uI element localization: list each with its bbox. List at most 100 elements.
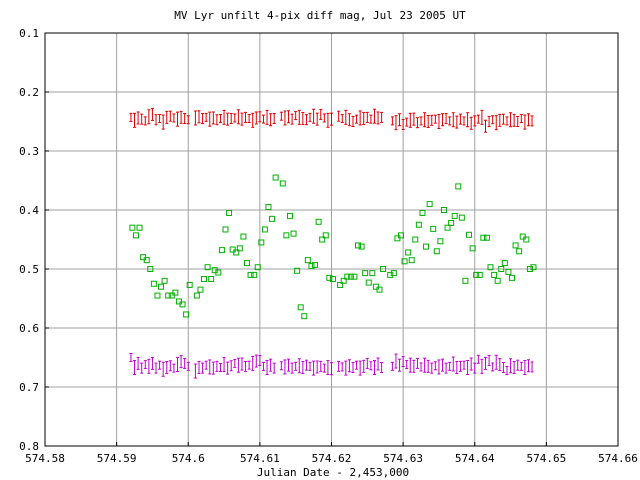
data-point [215, 114, 219, 126]
data-point [355, 242, 362, 249]
data-point [319, 360, 323, 372]
data-point [251, 271, 258, 278]
data-point [491, 271, 498, 278]
data-point [469, 357, 473, 371]
data-point [240, 357, 244, 371]
data-point [351, 273, 358, 280]
data-point [183, 113, 187, 125]
data-point [322, 232, 329, 239]
data-point [372, 360, 376, 376]
data-point [412, 236, 419, 243]
data-point [476, 271, 483, 278]
data-point [312, 261, 319, 268]
data-point [487, 116, 491, 127]
data-point [340, 362, 344, 372]
data-point [261, 114, 265, 124]
data-point [326, 360, 330, 376]
data-point [140, 113, 144, 125]
data-point [211, 361, 215, 375]
data-point [437, 114, 441, 129]
data-point [419, 209, 426, 216]
y-tick-label: 0.8 [19, 440, 39, 453]
data-point [437, 359, 441, 375]
data-point [154, 114, 158, 126]
data-point [272, 113, 276, 125]
data-point [229, 360, 233, 372]
data-point [197, 361, 201, 375]
data-point [222, 357, 226, 373]
data-point [261, 361, 265, 371]
data-point [218, 363, 222, 373]
data-point [265, 360, 269, 376]
data-point [444, 224, 451, 231]
data-point [451, 212, 458, 219]
data-point [269, 358, 273, 372]
data-point [376, 111, 380, 125]
data-point [390, 361, 394, 371]
data-point [326, 274, 333, 281]
data-point [444, 362, 448, 374]
data-point [136, 356, 140, 370]
data-point [530, 361, 534, 373]
data-point [287, 110, 291, 124]
data-point [494, 354, 498, 370]
data-point [251, 355, 255, 371]
data-point [401, 118, 405, 130]
data-point [516, 359, 520, 371]
data-point [283, 359, 287, 375]
data-point [211, 111, 215, 125]
data-point [498, 266, 505, 272]
data-point [365, 279, 372, 286]
data-point [355, 360, 359, 370]
data-point [240, 112, 244, 126]
data-point [315, 360, 319, 374]
grid-layer [45, 33, 618, 446]
data-point [236, 357, 240, 373]
data-point [415, 221, 422, 228]
data-point [279, 180, 286, 187]
data-point [337, 281, 344, 288]
data-point [509, 112, 513, 128]
data-point [193, 110, 197, 126]
data-point [129, 112, 133, 122]
data-point [526, 113, 530, 127]
data-point [330, 112, 333, 126]
data-point [487, 264, 494, 271]
data-point [308, 361, 312, 371]
data-point [301, 361, 305, 375]
data-point [448, 116, 452, 126]
data-point [304, 257, 311, 264]
data-point [423, 243, 430, 250]
data-point [487, 354, 491, 366]
data-point [501, 113, 505, 125]
data-point [347, 273, 354, 280]
data-point [261, 226, 268, 233]
data-point [136, 224, 143, 231]
data-point [129, 224, 136, 231]
data-point [143, 116, 147, 126]
data-point [193, 292, 200, 299]
data-point [222, 226, 229, 233]
data-point [480, 234, 487, 241]
data-point [201, 113, 205, 125]
data-point [390, 270, 397, 277]
data-point [226, 361, 230, 375]
data-point [419, 362, 423, 372]
data-point [469, 245, 476, 252]
data-point [462, 360, 466, 370]
data-point [523, 236, 530, 243]
data-point [369, 361, 373, 371]
data-point [183, 311, 190, 318]
data-point [193, 363, 197, 379]
data-point [405, 360, 409, 370]
data-point [498, 358, 502, 372]
data-point [480, 109, 484, 125]
data-point [143, 360, 147, 370]
x-tick-label: 574.64 [455, 452, 495, 465]
data-point [172, 363, 176, 373]
data-point [494, 277, 501, 284]
data-point [441, 358, 445, 372]
data-point [462, 116, 466, 126]
data-point [165, 361, 169, 375]
data-point [254, 264, 261, 271]
